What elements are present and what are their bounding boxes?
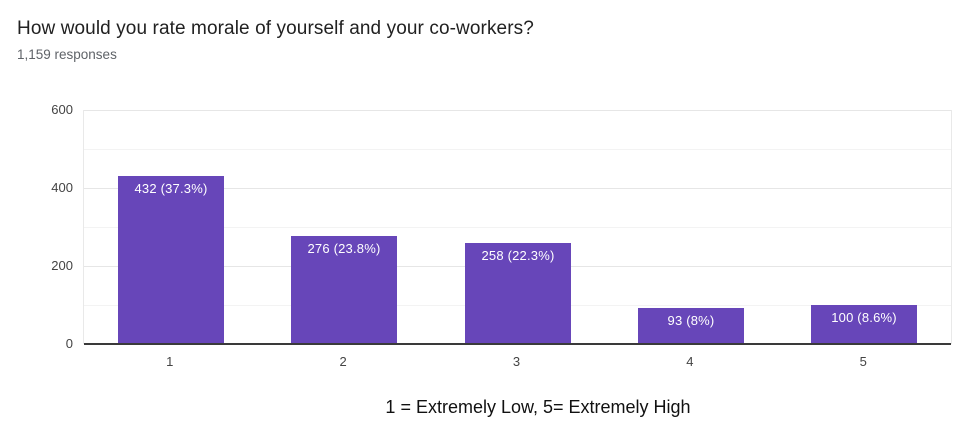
x-tick-label-5: 5	[859, 354, 867, 369]
major-gridline-600	[84, 110, 951, 111]
bar-value-label-5: 100 (8.6%)	[831, 310, 897, 325]
bar-rating-3[interactable]	[465, 243, 571, 344]
y-tick-label-0: 0	[65, 336, 73, 351]
x-tick-label-4: 4	[686, 354, 694, 369]
minor-gridline-300	[84, 227, 951, 228]
x-tick-label-2: 2	[339, 354, 347, 369]
bar-rating-4[interactable]	[638, 308, 744, 344]
scale-caption: 1 = Extremely Low, 5= Extremely High	[385, 397, 691, 417]
bar-rating-2[interactable]	[291, 236, 397, 344]
bar-value-label-4: 93 (8%)	[667, 313, 715, 328]
y-tick-label-600: 600	[51, 102, 73, 117]
bar-value-label-3: 258 (22.3%)	[481, 248, 555, 263]
bar-value-label-2: 276 (23.8%)	[307, 241, 381, 256]
x-axis-baseline	[84, 343, 951, 345]
response-count: 1,159 responses	[17, 47, 117, 62]
minor-gridline-500	[84, 149, 951, 150]
major-gridline-400	[84, 188, 951, 189]
bar-value-label-1: 432 (37.3%)	[134, 181, 208, 196]
chart-title: How would you rate morale of yourself an…	[17, 18, 534, 39]
x-tick-label-3: 3	[512, 354, 521, 369]
bar-chart-plot-area: 432 (37.3%) 276 (23.8%) 258 (22.3%) 93 (8%)…	[83, 110, 952, 345]
bar-rating-1[interactable]	[118, 176, 224, 344]
y-tick-label-400: 400	[51, 180, 73, 195]
y-tick-label-200: 200	[51, 258, 73, 273]
bar-rating-5[interactable]	[811, 305, 917, 344]
x-tick-label-1: 1	[166, 354, 174, 369]
